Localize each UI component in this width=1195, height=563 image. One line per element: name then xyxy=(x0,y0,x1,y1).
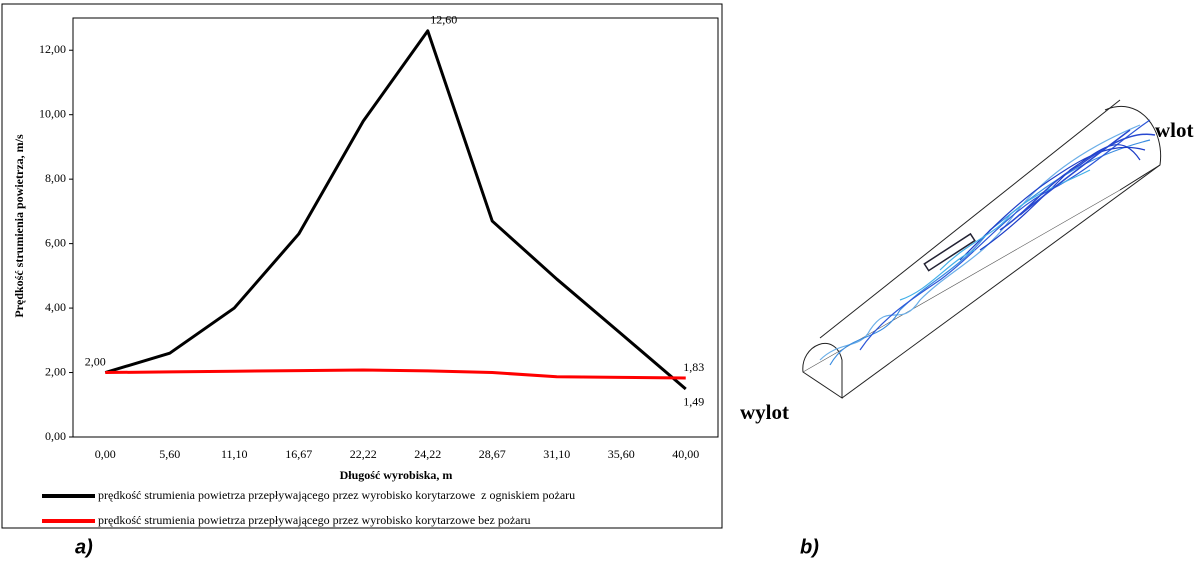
legend-label: prędkość strumienia powietrza przepływaj… xyxy=(98,513,530,527)
series-line xyxy=(105,368,686,380)
y-axis-title: Prędkość strumienia powietrza, m/s xyxy=(12,134,26,318)
data-label: 1,83 xyxy=(683,360,704,374)
tunnel-illustration xyxy=(802,99,1162,399)
y-tick-label: 0,00 xyxy=(45,429,66,443)
y-tick-label: 4,00 xyxy=(45,300,66,314)
data-label: 2,00 xyxy=(85,354,106,368)
legend-label: prędkość strumienia powietrza przepływaj… xyxy=(98,488,575,502)
y-tick-label: 2,00 xyxy=(45,364,66,378)
x-tick-label: 16,67 xyxy=(285,447,312,461)
data-label: 1,49 xyxy=(683,395,704,409)
x-tick-label: 28,67 xyxy=(479,447,506,461)
x-tick-label: 40,00 xyxy=(672,447,699,461)
chart-frame xyxy=(1,3,723,529)
panel-label: b) xyxy=(800,536,819,558)
y-tick-label: 12,00 xyxy=(39,42,66,56)
x-tick-label: 0,00 xyxy=(95,447,116,461)
x-tick-label: 24,22 xyxy=(414,447,441,461)
y-tick-label: 6,00 xyxy=(45,235,66,249)
x-tick-label: 35,60 xyxy=(608,447,635,461)
x-tick-label: 22,22 xyxy=(350,447,377,461)
x-axis-title: Długość wyrobiska, m xyxy=(340,468,453,482)
series-line xyxy=(104,29,687,391)
x-tick-label: 11,10 xyxy=(221,447,248,461)
panel-label: a) xyxy=(75,536,93,558)
inlet-label: wlot xyxy=(1155,118,1194,142)
plot-area xyxy=(72,17,719,438)
data-label: 12,60 xyxy=(430,13,457,27)
x-tick-label: 5,60 xyxy=(159,447,180,461)
y-tick-label: 10,00 xyxy=(39,106,66,120)
y-tick-label: 8,00 xyxy=(45,171,66,185)
x-tick-label: 31,10 xyxy=(543,447,570,461)
outlet-label: wylot xyxy=(740,400,789,424)
